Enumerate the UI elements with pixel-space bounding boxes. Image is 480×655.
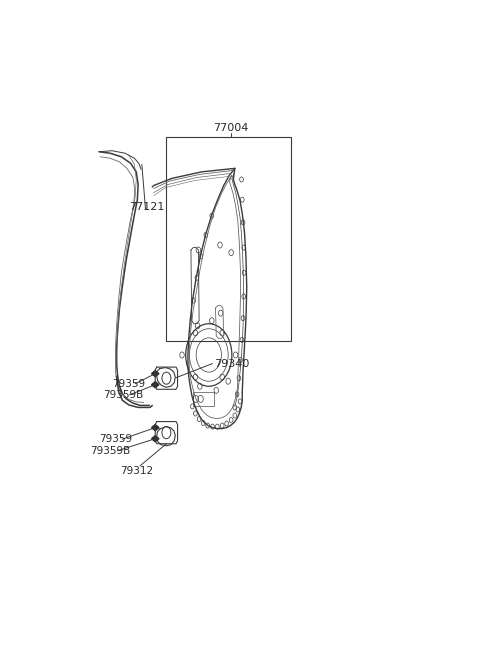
Text: 77121: 77121 bbox=[129, 202, 164, 212]
Text: 77004: 77004 bbox=[214, 123, 249, 133]
Polygon shape bbox=[152, 424, 159, 430]
Text: 79359: 79359 bbox=[112, 379, 145, 388]
Text: 79359: 79359 bbox=[99, 434, 132, 444]
Text: 79359B: 79359B bbox=[103, 390, 143, 400]
Bar bbox=[193, 392, 214, 406]
Polygon shape bbox=[152, 382, 159, 388]
Text: 79312: 79312 bbox=[120, 466, 153, 476]
Polygon shape bbox=[152, 436, 159, 441]
Bar bbox=[166, 137, 290, 341]
Polygon shape bbox=[152, 371, 159, 377]
Text: 79359B: 79359B bbox=[91, 446, 131, 456]
Text: 79340: 79340 bbox=[215, 358, 250, 369]
